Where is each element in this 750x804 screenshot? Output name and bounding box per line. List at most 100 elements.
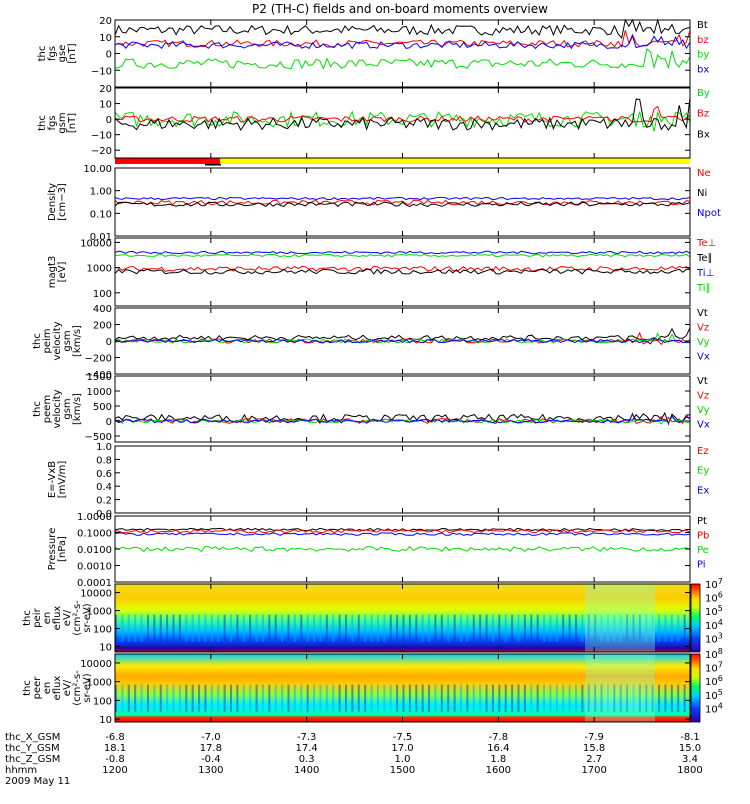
ytick-fgs-gse-1: 10: [99, 33, 112, 44]
legend-peim-velocity-0: Vt: [697, 308, 708, 319]
ylabel-peir-efflux-6: sr-eV): [82, 603, 93, 632]
ylabel-peem-velocity-1: peem: [42, 395, 53, 423]
ephem-value-1-1: 17.8: [200, 743, 222, 754]
legend-efield-1: Ey: [697, 466, 709, 477]
ylabel-temperature-0: magt3: [47, 256, 58, 289]
legend-fgs-gse-0: Bt: [697, 20, 708, 31]
legend-density-1: Ni: [697, 188, 707, 199]
series-pressure-2: [114, 545, 691, 553]
ephem-label-hhmm: hhmm: [5, 765, 37, 776]
ylabel-fgs-gse-0: thc: [37, 46, 48, 62]
ytick-temperature-1: 1000: [87, 264, 112, 275]
ytick-efield-1: 0.8: [96, 455, 112, 466]
ylabel-peer-efflux-6: sr-eV): [82, 673, 93, 702]
ytick-peim-velocity-4: −400: [85, 370, 112, 381]
ylabel-peer-efflux-4: eV/: [62, 679, 73, 696]
ylabel-peer-efflux-2: en: [42, 682, 53, 695]
ephem-value-1-0: 18.1: [104, 743, 126, 754]
series-fgs-gse-1: [114, 30, 691, 49]
ylabel-peem-velocity-0: thc: [32, 401, 43, 417]
series-peem-velocity-2: [114, 416, 691, 425]
ylabel-peem-velocity-3: gsm: [62, 398, 73, 419]
series-temperature-1: [114, 268, 691, 275]
series-fgs-gse-3: [114, 34, 691, 50]
ylabel-peem-velocity-4: [km/s]: [72, 393, 83, 425]
ytick-peem-velocity-2: 500: [93, 402, 112, 413]
ytick-peir-efflux-2: 100: [93, 625, 112, 636]
ephem-value-1-6: 15.0: [679, 743, 701, 754]
ephem-value-2-3: 1.0: [395, 754, 411, 765]
ytick-peem-velocity-0: 1500: [87, 372, 112, 383]
ylabel-peim-velocity-2: velocity: [52, 321, 63, 360]
ylabel-peim-velocity-1: peim: [42, 328, 53, 353]
ylabel-fgs-gse-2: gse: [57, 45, 68, 63]
ytick-efield-2: 0.6: [96, 469, 112, 480]
ephem-value-2-2: 0.3: [299, 754, 315, 765]
ytick-peem-velocity-1: 1000: [87, 387, 112, 398]
ylabel-density-0: Density: [47, 183, 58, 221]
ytick-fgs-gsm-3: −10: [91, 131, 112, 142]
colorbar-tick-peir-efflux-3: 104: [705, 618, 723, 632]
colorbar-tick-peir-efflux-2: 105: [705, 604, 723, 618]
series-pressure-1: [114, 528, 691, 534]
ylabel-pressure-0: Pressure: [47, 528, 58, 571]
ytick-peer-efflux-1: 1000: [87, 678, 112, 689]
ytick-fgs-gsm-2: 0: [106, 115, 112, 126]
ephem-value-0-0: -6.8: [105, 732, 125, 743]
ytick-density-3: 0.01: [90, 232, 112, 243]
legend-density-2: Npot: [697, 208, 721, 219]
series-fgs-gsm-2: [114, 97, 691, 131]
colorbar-tick-peer-efflux-3: 105: [705, 688, 723, 702]
ytick-pressure-4: 0.0001: [77, 578, 112, 589]
ytick-density-2: 0.10: [90, 209, 112, 220]
ytick-peir-efflux-3: 10: [99, 643, 112, 654]
series-peim-velocity-3: [114, 337, 691, 345]
legend-fgs-gsm-2: Bx: [697, 129, 710, 140]
panel-peem-velocity: Vt Vz Vy Vx 1500 1000 500 0 −500 thc peem velocity g…: [32, 372, 710, 443]
ytick-fgs-gsm-0: 20: [99, 84, 112, 95]
ephem-value-3-5: 1700: [581, 765, 606, 776]
ytick-temperature-0: 10000: [80, 238, 112, 249]
ytick-peir-efflux-0: 10000: [80, 589, 112, 600]
ytick-fgs-gse-0: 20: [99, 16, 112, 27]
series-pressure-3: [114, 532, 691, 536]
series-fgs-gse-0: [114, 18, 691, 40]
panel-pressure: Pt Pb Pe Pi 1.0000 0.1000 0.0100 0.0010 0.0001 Pr…: [47, 512, 709, 589]
series-density-0: [114, 199, 691, 206]
ephem-value-0-5: -7.9: [584, 732, 604, 743]
ephem-value-2-6: 3.4: [682, 754, 698, 765]
legend-efield-0: Ez: [697, 446, 709, 457]
ephem-value-0-4: -7.8: [489, 732, 509, 743]
ytick-peim-velocity-2: 0: [106, 337, 112, 348]
ylabel-efield-1: [mV/m]: [57, 461, 68, 499]
legend-pressure-1: Pb: [697, 531, 709, 542]
ephem-value-2-5: 2.7: [586, 754, 602, 765]
panel-fgs-gsm: By Bz Bx 20 10 0 −10 −20 thc fgs gsm [nT]: [37, 84, 710, 159]
ylabel-peim-velocity-4: [km/s]: [72, 325, 83, 357]
ylabel-peer-efflux-5: (cm²-s-: [72, 670, 83, 706]
ytick-efield-5: 0.0: [96, 509, 112, 520]
ylabel-fgs-gsm-2: gsm: [57, 112, 68, 133]
series-peim-velocity-0: [114, 327, 691, 342]
ytick-efield-3: 0.4: [96, 482, 112, 493]
ylabel-temperature-1: [eV]: [57, 262, 68, 283]
ytick-efield-4: 0.2: [96, 496, 112, 507]
ytick-density-1: 1.00: [90, 187, 112, 198]
legend-efield-2: Ex: [697, 485, 709, 496]
legend-peem-velocity-3: Vx: [697, 420, 710, 431]
legend-fgs-gse-3: bx: [697, 64, 709, 75]
legend-temperature-3: Ti∥: [696, 283, 711, 294]
legend-temperature-2: Ti⊥: [696, 268, 714, 279]
ephem-value-1-5: 15.8: [583, 743, 605, 754]
legend-peem-velocity-1: Vz: [697, 391, 709, 402]
ytick-efield-0: 1.0: [96, 442, 112, 453]
ephem-label-x: thc_X_GSM: [5, 732, 60, 743]
series-density-2: [114, 196, 691, 201]
ephemeris-values: -6.8 -7.0 -7.3 -7.5 -7.8 -7.9 -8.1 18.1 17.8 17.4…: [102, 732, 702, 776]
series-peim-velocity-2: [114, 332, 691, 344]
ephem-value-3-4: 1600: [486, 765, 511, 776]
ephem-value-0-6: -8.1: [680, 732, 700, 743]
ylabel-fgs-gse-3: [nT]: [67, 43, 78, 63]
